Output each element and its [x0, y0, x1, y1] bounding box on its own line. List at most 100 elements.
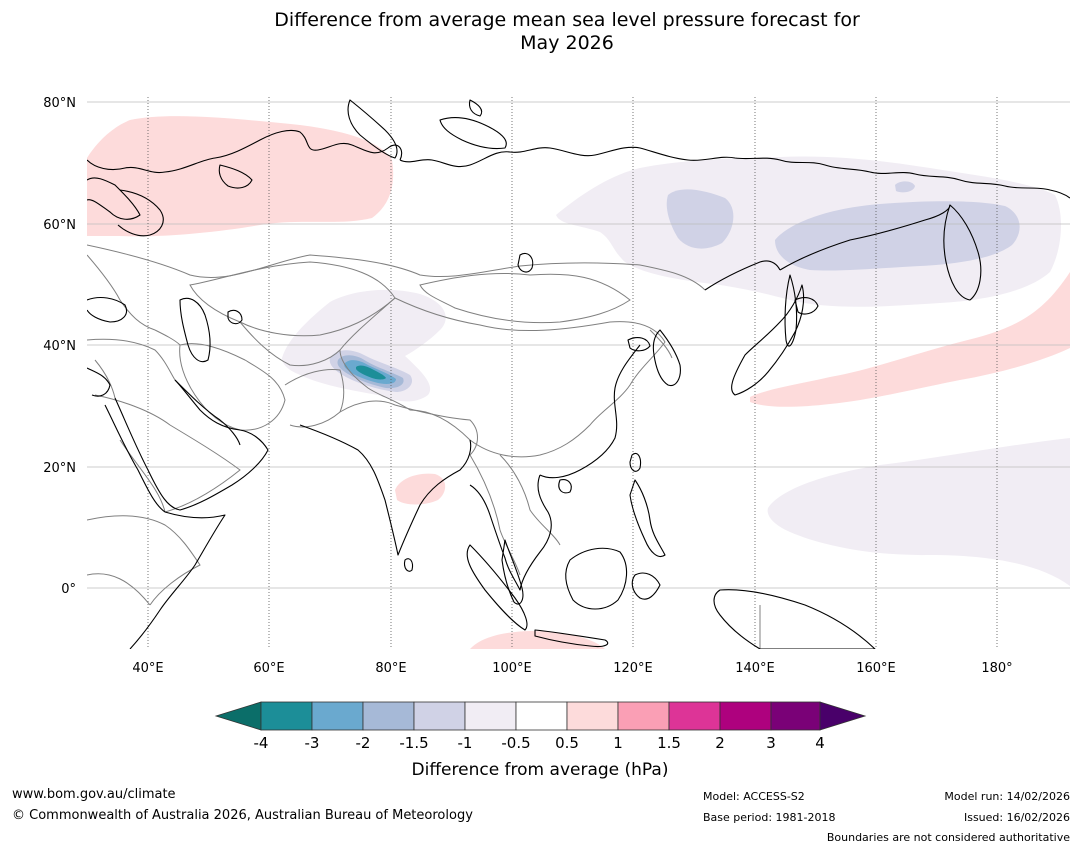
- colorbar-tick-label: 1: [613, 734, 623, 752]
- border-indochina: [499, 454, 561, 546]
- border-central-asia: [239, 321, 341, 367]
- colorbar-tick-label: 0.5: [555, 734, 579, 752]
- anomaly-positive-europe: [87, 116, 394, 237]
- coast-korea: [652, 329, 681, 387]
- coast-sumatra: [466, 544, 528, 631]
- colorbar-ticks: -4 -3 -2 -1.5 -1 -0.5 0.5 1 1.5 2 3 4: [254, 734, 825, 752]
- colorbar-tick-label: -2: [356, 734, 371, 752]
- anomaly-negative-tropical-pacific: [767, 438, 1070, 586]
- border-caucasus: [154, 329, 181, 346]
- anomaly-positive-java: [470, 631, 605, 649]
- lon-label-40e: 40°E: [132, 661, 163, 676]
- footer-copyright: © Commonwealth of Australia 2026, Austra…: [12, 808, 473, 823]
- lon-label-160e: 160°E: [856, 661, 896, 676]
- footer-issued: Issued: 16/02/2026: [963, 811, 1070, 824]
- lon-label-120e: 120°E: [613, 661, 653, 676]
- colorbar-segment: [770, 701, 821, 731]
- coast-arabia: [114, 379, 269, 511]
- map-title-line2: May 2026: [520, 32, 614, 54]
- colorbar-tick-label: -3: [305, 734, 320, 752]
- coast-sri-lanka: [404, 558, 414, 572]
- colorbar-segment: [566, 701, 619, 731]
- anomaly-negative-siberia: [775, 201, 1020, 271]
- lat-label-0: 0°: [61, 582, 76, 597]
- coastlines: [87, 99, 1070, 649]
- colorbar-tick-label: -1: [458, 734, 473, 752]
- lat-label-60n: 60°N: [43, 218, 76, 233]
- footer-disclaimer: Boundaries are not considered authoritat…: [826, 831, 1070, 844]
- coast-black-sea: [87, 296, 128, 323]
- border-mongolia: [419, 272, 631, 324]
- lat-label-20n: 20°N: [43, 461, 76, 476]
- lon-label-60e: 60°E: [253, 661, 284, 676]
- colorbar-segment: [668, 701, 721, 731]
- map-title-line1: Difference from average mean sea level p…: [274, 9, 860, 31]
- colorbar-lower-extension: [214, 701, 262, 731]
- colorbar-segment: [413, 701, 466, 731]
- coast-philippines: [629, 479, 666, 558]
- lon-label-140e: 140°E: [735, 661, 775, 676]
- colorbar-segment: [617, 701, 670, 731]
- colorbar-tick-label: 1.5: [657, 734, 681, 752]
- border-turkey: [87, 338, 176, 381]
- border-india: [339, 400, 478, 456]
- border-africa-east: [87, 573, 151, 606]
- border-africa-horn: [87, 515, 201, 606]
- coast-taiwan: [629, 452, 642, 472]
- coast-indochina: [469, 474, 552, 591]
- coast-aral: [227, 309, 243, 325]
- colorbar-tick-label: -4: [254, 734, 269, 752]
- coast-white-sea: [218, 164, 253, 189]
- colorbar-upper-extension: [819, 701, 867, 731]
- colorbar-tick-label: 4: [815, 734, 825, 752]
- coast-baikal: [517, 252, 534, 273]
- anomaly-fills: [87, 116, 1070, 649]
- anomaly-negative-himalaya-core: [356, 365, 386, 380]
- coast-persian-gulf: [174, 379, 241, 446]
- border-arabia: [94, 394, 241, 513]
- anomaly-negative-okhotsk-west: [666, 189, 734, 249]
- colorbar-segment: [311, 701, 364, 731]
- colorbar-segment: [515, 701, 568, 731]
- anomaly-positive-arabian-sea: [395, 473, 446, 505]
- footer-model-run: Model run: 14/02/2026: [944, 790, 1070, 803]
- footer-website[interactable]: www.bom.gov.au/climate: [12, 787, 176, 802]
- anomaly-negative-small-cell: [895, 181, 915, 193]
- lat-label-80n: 80°N: [43, 96, 76, 111]
- coast-hainan: [558, 479, 572, 494]
- border-europe-east: [87, 254, 156, 331]
- footer-base-period: Base period: 1981-2018: [703, 811, 836, 824]
- border-iran: [179, 343, 286, 431]
- coast-horn-africa: [129, 511, 226, 649]
- colorbar-tick-label: 2: [715, 734, 725, 752]
- colorbar-label: Difference from average (hPa): [412, 760, 669, 780]
- gridlines: [87, 101, 1070, 589]
- map-panel: [87, 97, 1070, 649]
- map-title: Difference from average mean sea level p…: [0, 9, 1081, 55]
- colorbar: -4 -3 -2 -1.5 -1 -0.5 0.5 1 1.5 2 3 4 Di…: [214, 701, 867, 780]
- colorbar-segments: [260, 701, 821, 731]
- colorbar-segment: [719, 701, 772, 731]
- coast-bohai: [627, 337, 651, 352]
- coast-baltic: [117, 189, 164, 237]
- coast-sulawesi: [631, 572, 661, 600]
- anomaly-positive-pacific: [750, 272, 1070, 407]
- coast-taymyr: [439, 116, 507, 150]
- coast-severnaya: [468, 99, 483, 117]
- coast-india: [299, 424, 472, 556]
- colorbar-tick-label: 3: [766, 734, 776, 752]
- coast-hokkaido: [794, 297, 819, 315]
- lon-label-180: 180°: [981, 661, 1012, 676]
- coast-new-guinea: [713, 589, 876, 649]
- colorbar-tick-label: -1.5: [399, 734, 428, 752]
- colorbar-segment: [464, 701, 517, 731]
- coast-arctic-siberia: [399, 146, 1070, 199]
- coast-borneo: [565, 547, 628, 610]
- lon-label-80e: 80°E: [375, 661, 406, 676]
- coast-caspian: [179, 297, 211, 363]
- coast-japan: [731, 284, 805, 396]
- border-burma-thai: [469, 454, 521, 576]
- border-china: [339, 297, 666, 458]
- coast-red-sea: [104, 404, 166, 513]
